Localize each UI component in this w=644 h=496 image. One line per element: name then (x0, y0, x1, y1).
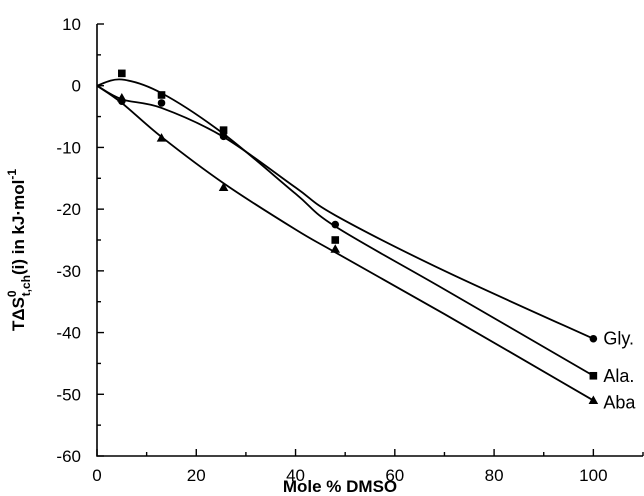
axes (96, 24, 643, 457)
data-point-ala (118, 69, 126, 78)
y-axis-title: TΔS0t,ch(i) in kJ·mol-1 (5, 169, 33, 331)
y-axis-title-sup: 0 (5, 290, 19, 297)
series-curve-gly (96, 84, 594, 340)
series-curve-ala (96, 78, 594, 377)
y-tick-label: -60 (56, 447, 81, 466)
y-tick-label: -40 (56, 324, 81, 343)
data-point-gly (219, 132, 228, 141)
y-axis-title-main: TΔS (9, 297, 28, 331)
y-tick-label: -10 (56, 138, 81, 157)
y-axis-title-rest-sup: -1 (5, 169, 19, 180)
y-axis-title-sub: t,ch (19, 275, 33, 296)
x-tick-label: 60 (385, 466, 404, 485)
data-point-ala (219, 126, 228, 134)
x-axis-title: Mole % DMSO (283, 477, 397, 496)
series-curve-aba (96, 84, 594, 402)
x-tick-label: 100 (579, 466, 607, 485)
data-point-ala (589, 371, 598, 380)
data-point-ala (157, 91, 166, 99)
axis-frame (96, 24, 643, 457)
series-label-aba: Aba (603, 392, 636, 412)
y-tick-label: -50 (56, 385, 81, 404)
tick-labels: 100-10-20-30-40-50-600 20 40 60 80 100 (56, 15, 607, 485)
data-point-gly (331, 220, 340, 229)
x-tick-label: 20 (187, 466, 206, 485)
data-point-gly (589, 334, 598, 343)
y-tick-label: -30 (56, 262, 81, 281)
x-tick-label: 40 (286, 466, 305, 485)
y-tick-label: 10 (62, 15, 81, 34)
series-labels: Gly. Ala. Aba (603, 329, 636, 413)
data-point-aba (330, 244, 341, 253)
data-point-aba (117, 93, 127, 102)
markers (117, 69, 599, 404)
x-tick-label: 80 (485, 466, 504, 485)
data-point-aba (588, 395, 599, 404)
series-label-gly: Gly. (603, 329, 634, 349)
y-axis-title-rest: (i) in kJ·mol (9, 180, 28, 275)
y-tick-label: 0 (72, 77, 81, 96)
y-tick-label: -20 (56, 200, 81, 219)
data-point-ala (331, 236, 340, 244)
data-point-gly (157, 99, 166, 107)
x-tick-label: 0 (92, 466, 101, 485)
data-point-aba (156, 133, 167, 142)
curves (96, 78, 594, 402)
ticks (96, 23, 644, 457)
data-point-aba (218, 182, 229, 192)
series-label-ala: Ala. (603, 366, 634, 386)
